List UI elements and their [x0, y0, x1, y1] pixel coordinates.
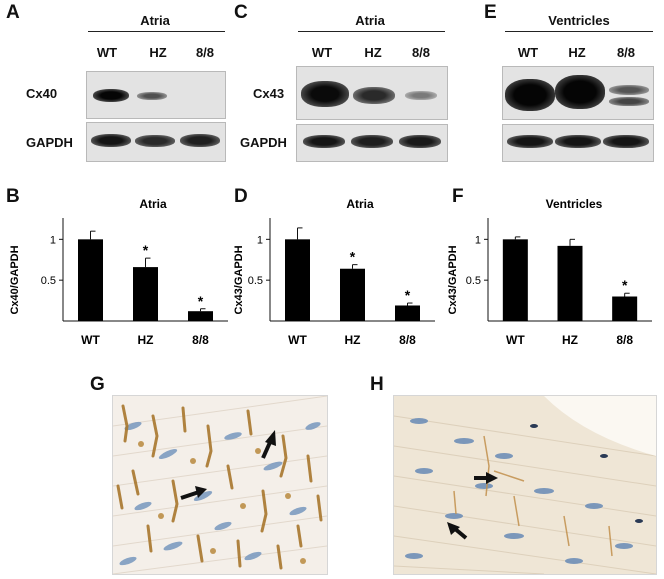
cx43-atria-band-88 [405, 91, 437, 100]
panel-label-h: H [370, 374, 384, 395]
panel-e-cx43-blot [502, 66, 654, 120]
panel-a-lane-88: 8/8 [195, 45, 215, 60]
panel-a-lane-wt: WT [96, 45, 118, 60]
panel-e-header-line [505, 31, 653, 32]
panel-e-gapdh-blot [502, 124, 654, 162]
cx43-vent-band-88-upper [609, 85, 649, 95]
cx43-vent-band-wt [505, 79, 555, 111]
histology-h-drawing [394, 396, 656, 574]
panel-c-row-cx43: Cx43 [253, 86, 285, 101]
gapdh-c-band-88 [399, 135, 441, 148]
chart-f-significance-2: * [622, 277, 628, 293]
chart-f-ytick-label-0: 0.5 [466, 275, 481, 287]
chart-d-ytick-label-0: 0.5 [248, 275, 263, 287]
chart-b-bar-2 [188, 311, 213, 321]
panel-a-row-cx40: Cx40 [26, 86, 58, 101]
chart-d-xtick-label-1: HZ [345, 333, 361, 347]
chart-b-svg: Atria Cx40/GAPDH 0.5 1 WT * HZ * 8/8 [9, 197, 228, 347]
chart-b-significance-1: * [143, 242, 149, 258]
panel-c-header-line [298, 31, 445, 32]
arrow-icon-g-2 [180, 486, 207, 500]
cx43-atria-band-wt [301, 81, 349, 107]
panel-a-header-line [88, 31, 225, 32]
panel-label-e: E [484, 2, 497, 23]
panel-c-header: Atria [355, 13, 385, 28]
chart-d-xtick-label-0: WT [288, 333, 307, 347]
arrow-icon-g-1 [261, 430, 276, 459]
cx43-vent-band-hz [555, 75, 605, 109]
cx43-atria-band-hz [353, 87, 395, 104]
chart-b-ytick-label-1: 1 [50, 234, 56, 246]
chart-f-bar-1 [557, 245, 583, 321]
panel-e-lane-hz: HZ [568, 45, 586, 60]
panel-c-gapdh-blot [296, 124, 448, 162]
chart-f-xtick-label-2: 8/8 [616, 333, 633, 347]
chart-b-xtick-label-2: 8/8 [192, 333, 209, 347]
panel-a-lane-hz: HZ [149, 45, 167, 60]
chart-d-title: Atria [346, 197, 374, 211]
panel-a-row-gapdh: GAPDH [26, 135, 73, 150]
chart-f-title: Ventricles [546, 197, 603, 211]
panel-label-d: D [234, 186, 248, 207]
histology-image-h [393, 395, 657, 575]
cx40-band-wt [93, 89, 129, 102]
panel-c-lane-wt: WT [311, 45, 333, 60]
histology-image-g [112, 395, 328, 575]
chart-f-ytick-label-1: 1 [475, 234, 481, 246]
arrow-icon-h-1 [474, 472, 498, 484]
panel-e-header: Ventricles [548, 13, 610, 28]
chart-d-significance-2: * [405, 287, 411, 303]
panel-e-lane-88: 8/8 [616, 45, 636, 60]
chart-d-bar-0 [285, 239, 310, 321]
panel-c-row-gapdh: GAPDH [240, 135, 287, 150]
chart-b-significance-2: * [198, 293, 204, 309]
chart-b-ytick-label-0: 0.5 [41, 275, 56, 287]
panel-label-g: G [90, 374, 105, 395]
chart-b-title: Atria [139, 197, 167, 211]
chart-d-ytick-label-1: 1 [257, 234, 263, 246]
panel-e-lane-wt: WT [517, 45, 539, 60]
arrow-icon-h-2 [447, 522, 468, 540]
chart-d-significance-1: * [350, 249, 356, 265]
chart-d-xtick-label-2: 8/8 [399, 333, 416, 347]
gapdh-band-hz [135, 135, 175, 147]
histology-g-drawing [113, 396, 327, 574]
gapdh-c-band-hz [351, 135, 393, 148]
panel-c-lane-hz: HZ [364, 45, 382, 60]
histology-h-tissue-gap [544, 396, 656, 456]
gapdh-e-band-hz [555, 135, 601, 148]
chart-f-ylabel: Cx43/GAPDH [447, 245, 459, 314]
panel-label-c: C [234, 2, 248, 23]
chart-f-xtick-label-0: WT [506, 333, 525, 347]
chart-f-svg: Ventricles Cx43/GAPDH 0.5 1 WT HZ * 8/8 [447, 197, 652, 347]
panel-a-gapdh-blot [86, 122, 226, 162]
chart-b-xtick-label-0: WT [81, 333, 100, 347]
gapdh-e-band-88 [603, 135, 649, 148]
gapdh-band-wt [91, 134, 131, 147]
chart-b-xtick-label-1: HZ [138, 333, 154, 347]
panel-c-lane-88: 8/8 [411, 45, 431, 60]
chart-b-ylabel: Cx40/GAPDH [9, 245, 21, 314]
chart-d-bar-2 [395, 305, 420, 321]
chart-d-ylabel: Cx43/GAPDH [233, 245, 245, 314]
cx40-band-hz [137, 92, 167, 100]
panel-c-cx43-blot [296, 66, 448, 120]
panel-label-a: A [6, 2, 20, 23]
gapdh-band-88 [180, 134, 220, 147]
chart-f-xtick-label-1: HZ [562, 333, 578, 347]
chart-b-bar-0 [78, 239, 103, 321]
chart-f-bar-0 [502, 239, 528, 321]
chart-d-bar-1 [340, 268, 365, 321]
panel-a-header: Atria [140, 13, 170, 28]
chart-b-bar-1 [133, 267, 158, 321]
gapdh-e-band-wt [507, 135, 553, 148]
panel-a-cx40-blot [86, 71, 226, 119]
cx43-vent-band-88-lower [609, 97, 649, 106]
panel-label-f: F [452, 186, 464, 207]
chart-d-svg: Atria Cx43/GAPDH 0.5 1 WT * HZ * 8/8 [233, 197, 435, 347]
chart-f-bar-2 [612, 296, 638, 321]
panel-label-b: B [6, 186, 20, 207]
gapdh-c-band-wt [303, 135, 345, 148]
